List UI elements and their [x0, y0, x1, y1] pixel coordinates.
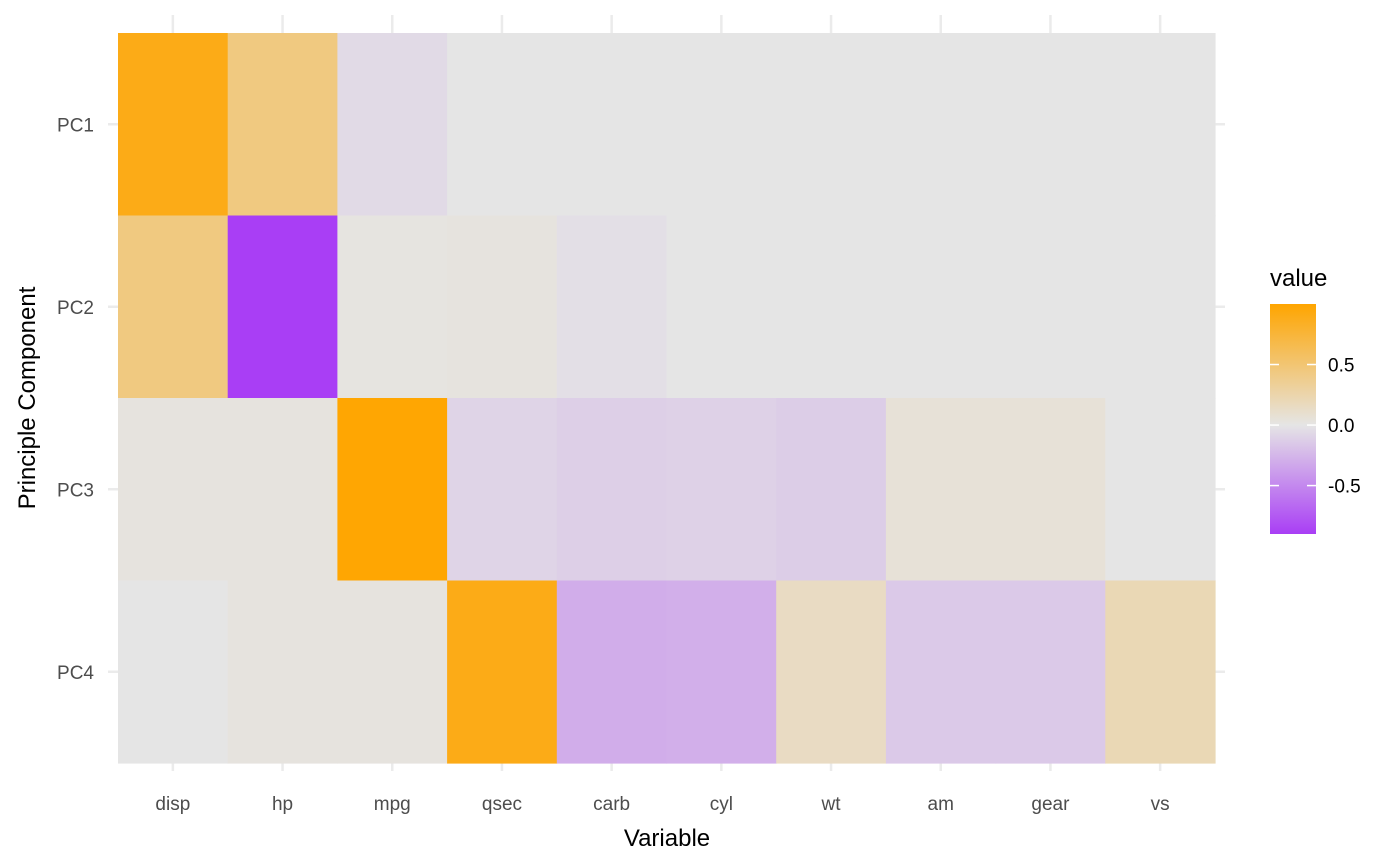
heatmap-cell-pc4-carb — [556, 580, 668, 764]
heatmap-cell-pc1-cyl — [666, 33, 777, 217]
heatmap-cell-pc3-am — [885, 398, 997, 582]
legend-tick-label: 0.5 — [1328, 356, 1354, 377]
y-axis-tick-labels: PC1 PC2 PC3 PC4 — [57, 115, 94, 684]
heatmap-cell-pc4-gear — [995, 580, 1106, 764]
heatmap-cell-pc4-qsec — [447, 580, 558, 764]
heatmap-cell-pc1-gear — [995, 33, 1106, 217]
y-tick-label: PC2 — [57, 298, 94, 319]
legend-tick-label: 0.0 — [1328, 416, 1354, 437]
heatmap-cell-pc4-vs — [1105, 580, 1216, 764]
heatmap-cell-pc4-wt — [776, 580, 887, 764]
x-tick-label: cyl — [710, 794, 733, 815]
heatmap-cell-pc2-cyl — [666, 215, 777, 399]
heatmap-cell-pc2-wt — [776, 215, 887, 399]
x-tick-label: mpg — [374, 794, 411, 815]
y-tick-label: PC1 — [57, 115, 94, 136]
heatmap-cell-pc2-am — [885, 215, 997, 399]
x-tick-label: vs — [1151, 794, 1170, 815]
heatmap-cell-pc4-hp — [227, 580, 338, 764]
heatmap-cell-pc2-disp — [118, 215, 229, 399]
x-tick-label: disp — [155, 794, 190, 815]
heatmap-cell-pc4-mpg — [337, 580, 448, 764]
x-axis-title: Variable — [624, 825, 710, 852]
heatmap-cell-pc3-carb — [556, 398, 668, 582]
x-tick-label: gear — [1031, 794, 1070, 815]
heatmap-cell-pc3-vs — [1105, 398, 1216, 582]
heatmap-cell-pc3-qsec — [447, 398, 558, 582]
heatmap-cell-pc4-cyl — [666, 580, 777, 764]
y-tick-label: PC4 — [57, 663, 94, 684]
heatmap-cell-pc1-hp — [227, 33, 338, 217]
x-tick-label: hp — [272, 794, 293, 815]
legend-tick-label: -0.5 — [1328, 477, 1361, 498]
y-tick-label: PC3 — [57, 480, 94, 501]
heatmap-cell-pc1-qsec — [447, 33, 558, 217]
x-tick-label: carb — [593, 794, 630, 815]
y-axis-title: Principle Component — [14, 286, 41, 509]
heatmap-cell-pc1-carb — [556, 33, 668, 217]
heatmap-cell-pc3-wt — [776, 398, 887, 582]
heatmap-tiles — [118, 33, 1216, 764]
heatmap-cell-pc3-gear — [995, 398, 1106, 582]
heatmap-cell-pc2-vs — [1105, 215, 1216, 399]
heatmap-cell-pc2-mpg — [337, 215, 448, 399]
heatmap-cell-pc3-hp — [227, 398, 338, 582]
x-tick-label: wt — [821, 794, 842, 815]
heatmap-cell-pc1-vs — [1105, 33, 1216, 217]
x-axis-tick-labels: disp hp mpg qsec carb cyl wt am gear vs — [155, 794, 1169, 815]
heatmap-cell-pc1-mpg — [337, 33, 448, 217]
legend-ticks: 0.5 0.0 -0.5 — [1270, 356, 1361, 498]
heatmap-cell-pc2-gear — [995, 215, 1106, 399]
heatmap-cell-pc3-mpg — [337, 398, 448, 582]
heatmap-cell-pc2-carb — [556, 215, 668, 399]
legend-title: value — [1270, 265, 1327, 292]
heatmap-cell-pc2-qsec — [447, 215, 558, 399]
heatmap-cell-pc3-disp — [118, 398, 229, 582]
heatmap-cell-pc4-disp — [118, 580, 229, 764]
heatmap-cell-pc1-am — [885, 33, 997, 217]
heatmap-cell-pc1-wt — [776, 33, 887, 217]
x-tick-label: am — [928, 794, 954, 815]
heatmap-cell-pc4-am — [885, 580, 997, 764]
color-legend: value 0.5 0.0 -0.5 — [1270, 265, 1361, 534]
x-tick-label: qsec — [482, 794, 522, 815]
heatmap-cell-pc1-disp — [118, 33, 229, 217]
heatmap-cell-pc2-hp — [227, 215, 338, 399]
legend-color-bar — [1270, 304, 1316, 534]
heatmap-cell-pc3-cyl — [666, 398, 777, 582]
